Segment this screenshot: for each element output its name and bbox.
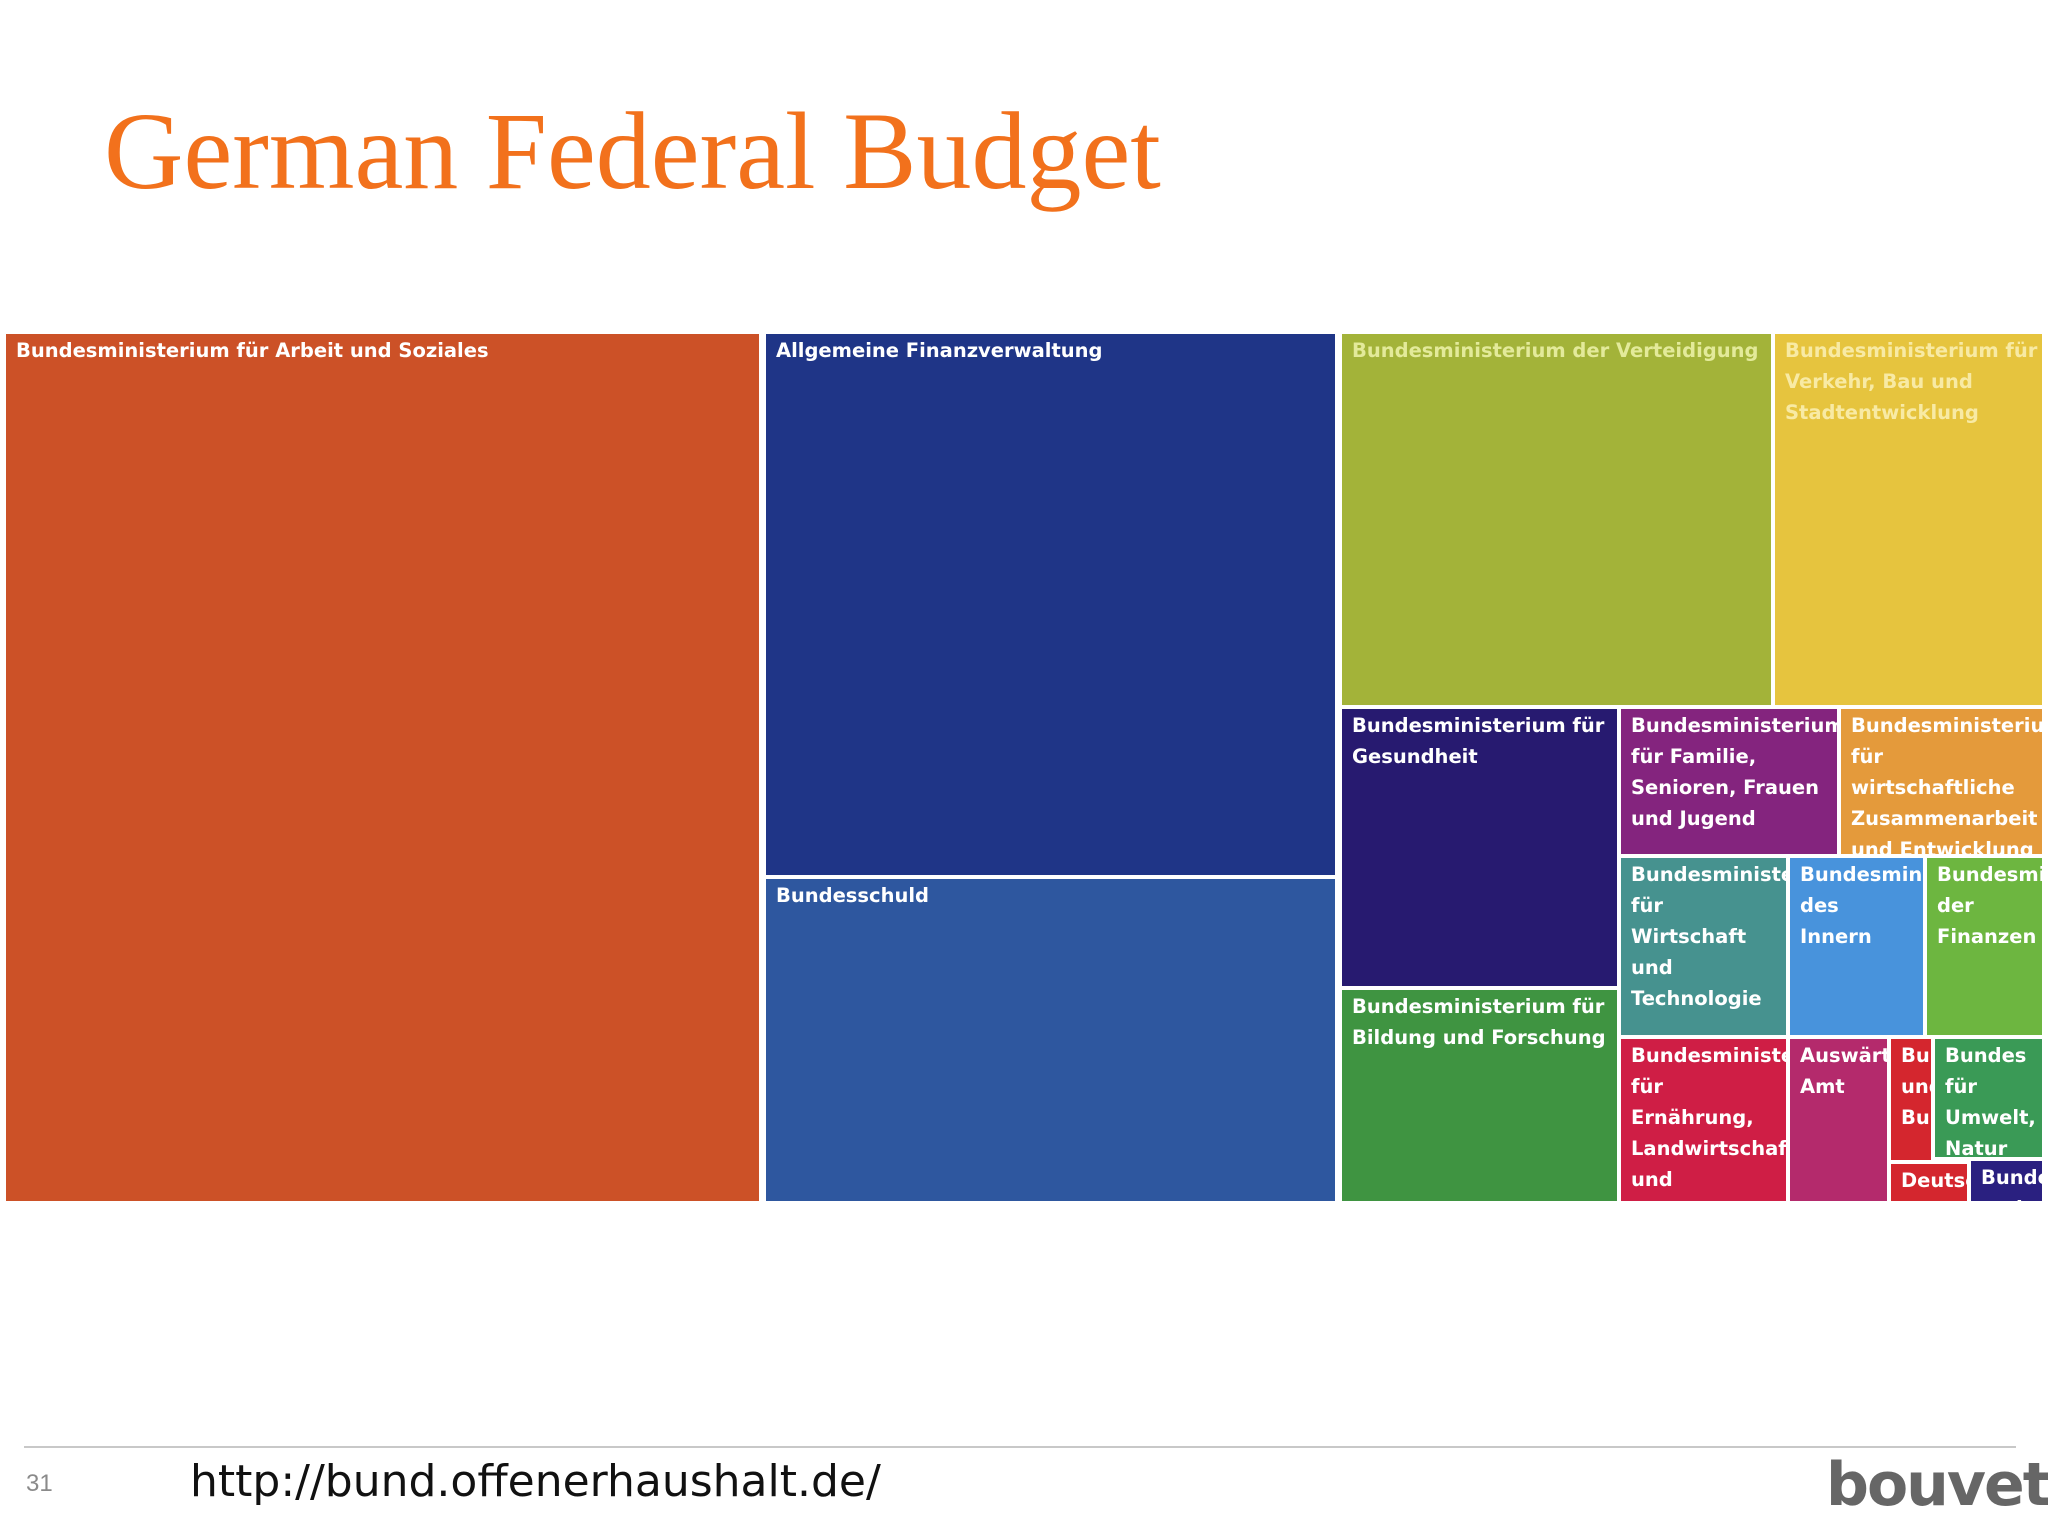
treemap-tile[interactable]: Bundesschuld	[762, 875, 1339, 1205]
treemap-tile-rect	[762, 330, 1339, 879]
treemap-tile-rect	[1887, 1035, 1935, 1164]
treemap-chart: Bundesministerium für Arbeit und Soziale…	[0, 328, 2048, 1207]
treemap-tile-label: Bundesministerium für Verkehr, Bau und Sta…	[1785, 339, 2038, 424]
treemap-tile[interactable]: Bundesund	[1967, 1157, 2048, 1207]
treemap-tile[interactable]: Bundesministerium für Gesundheit	[1338, 705, 1621, 990]
treemap-tile-rect	[1338, 330, 1775, 709]
treemap-tile-label: Bundesministerium der Verteidigung	[1352, 339, 1758, 362]
treemap-tile[interactable]: Bundesministerium für wirtschaftliche Zusam…	[1837, 705, 2048, 861]
treemap-tile-rect	[2, 330, 763, 1205]
slide-title: German Federal Budget	[104, 90, 1161, 212]
treemap-tile-label: Deutsc	[1901, 1169, 1977, 1192]
treemap-tile-label: Bundes für Umwelt, Natur	[1945, 1044, 2036, 1160]
bouvet-logo: bouvet	[1826, 1450, 2048, 1520]
treemap-tile[interactable]: Bundesministerium für Wirtschaft und Technol…	[1617, 854, 1845, 1039]
treemap-tile-rect	[1967, 1157, 2046, 1205]
treemap-tile[interactable]: BundesministeriumderFinanzen	[1923, 854, 2048, 1039]
treemap-tile-label: BundesundBundes	[1901, 1044, 1982, 1129]
treemap-tile-rect	[1617, 1035, 1790, 1205]
treemap-tile-rect	[1837, 705, 2046, 858]
treemap-tile[interactable]: Bundesministerium für Familie, Senioren, F…	[1617, 705, 1845, 858]
treemap-tile-label: BundesministeriumderFinanzen	[1937, 863, 2048, 948]
treemap-tile-rect	[1338, 986, 1621, 1205]
treemap-tile[interactable]: Allgemeine Finanzverwaltung	[762, 330, 1339, 879]
treemap-tile-label: Bundesministerium für Arbeit und Soziale…	[16, 339, 489, 362]
treemap-tile[interactable]: Bundesministerium für Arbeit und Soziale…	[2, 330, 763, 1205]
treemap-tile[interactable]: Bundesministerium für Ernährung, Landwirtsc…	[1617, 1035, 1845, 1207]
treemap-tile[interactable]: Bundesministerium für Bildung und Forschu…	[1338, 986, 1621, 1205]
treemap-tile[interactable]: BundesundBundes	[1887, 1035, 1982, 1164]
treemap-tile-label: Auswärtiges Amt	[1800, 1044, 1936, 1098]
treemap-tile-label: Allgemeine Finanzverwaltung	[776, 339, 1103, 362]
treemap-tile[interactable]: Bundes für Umwelt, Natur	[1931, 1035, 2046, 1161]
treemap-tile-label: Bundesministerium für Wirtschaft und Technol…	[1631, 863, 1845, 1010]
treemap-tile-rect	[762, 875, 1339, 1205]
treemap-tile-label: Bundesministerium für Ernährung, Landwirtsc…	[1631, 1044, 1845, 1207]
treemap-tile-label: Bundesschuld	[776, 884, 929, 907]
treemap-tile-rect	[1931, 1035, 2046, 1161]
treemap-tile-label: Bundesministerium für Gesundheit	[1352, 714, 1605, 768]
source-url-link[interactable]: http://bund.offenerhaushalt.de/	[190, 1456, 881, 1507]
treemap-svg: Bundesministerium für Arbeit und Soziale…	[2, 330, 2048, 1207]
treemap-tile-label: Bundesministerium des Innern	[1800, 863, 2014, 948]
page-number: 31	[26, 1470, 53, 1497]
treemap-tile-label: Bundesund	[1981, 1166, 2048, 1207]
treemap-tile-label: Bundesministerium für wirtschaftliche Zusam…	[1851, 714, 2048, 861]
treemap-tile[interactable]: Deutsc	[1887, 1160, 1977, 1205]
treemap-tile-label: Bundesministerium für Bildung und Forschu…	[1352, 995, 1606, 1049]
treemap-tile[interactable]: Bundesministerium der Verteidigung	[1338, 330, 1775, 709]
treemap-tile[interactable]: Bundesministerium für Verkehr, Bau und Sta…	[1771, 330, 2046, 709]
treemap-tile-label: Bundesministerium für Familie, Senioren, F…	[1631, 714, 1845, 830]
footer-divider	[24, 1446, 2016, 1448]
treemap-tile-rect	[1771, 330, 2046, 709]
